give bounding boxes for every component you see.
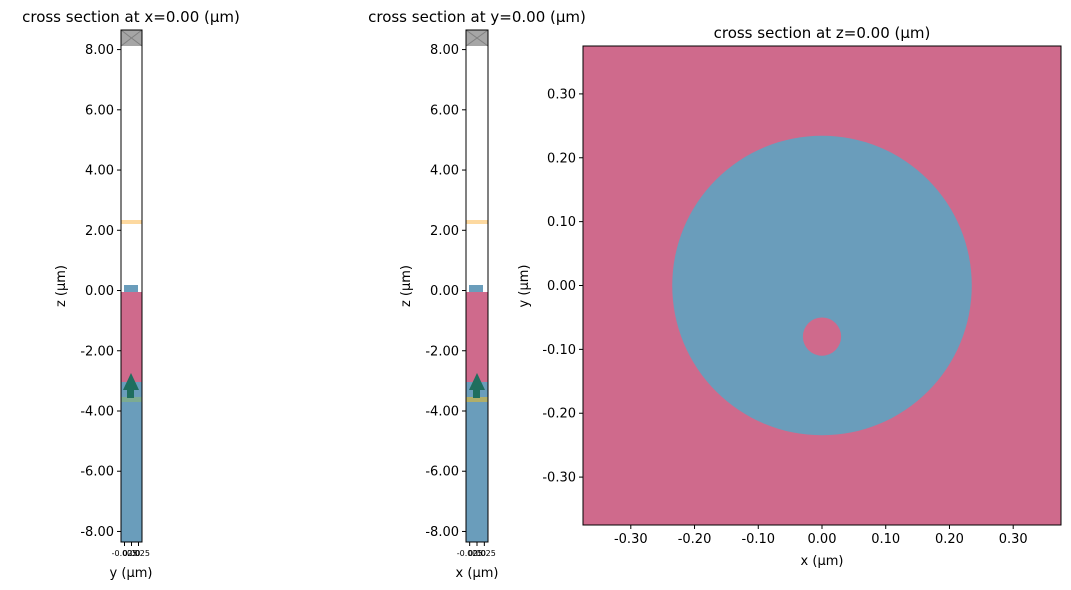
panel2-ytick-label: -6.00 [425,465,459,480]
panel2-yticks: 8.00 6.00 4.00 2.00 0.00 -2.00 -4.00 -6.00 -8.00 [425,43,466,540]
panel1-xlabel: y (μm) [110,566,153,581]
panel-z-cross-section: cross section at z=0.00 (μm) 0.30 0.20 0.1… [517,24,1062,569]
panel1-ytick-label: -8.00 [80,525,114,540]
panel2-substrate [466,382,488,542]
panel3-xtick-label: 0.00 [808,532,837,547]
panel1-cladding [121,292,142,382]
panel3-ytick-label: -0.30 [542,471,576,486]
panel2-pml-cross-b [465,29,489,47]
panel-x-cross-section: cross section at x=0.00 (μm) 8.00 6.00 4.0… [22,8,240,581]
panel3-shapes [672,135,972,436]
panel1-substrate [121,382,142,542]
panel3-ytick-label: 0.10 [547,215,576,230]
panel3-xtick-label: -0.30 [614,532,648,547]
panel1-ytick-label: -2.00 [80,344,114,359]
panel3-xlabel: x (μm) [801,554,844,569]
panel2-plot [465,29,489,543]
panel3-ytick-label: 0.30 [547,87,576,102]
panel2-xtick-label: 0.00 [468,549,486,558]
panel3-ylabel: y (μm) [517,265,532,308]
panel2-ytick-label: -4.00 [425,404,459,419]
panel1-ytick-label: -6.00 [80,465,114,480]
panel2-xtick-label: -0.025 [457,549,483,558]
panel3-ytick-label: 0.00 [547,279,576,294]
panel2-source-plane [466,397,488,402]
panel3-ytick-label: 0.20 [547,151,576,166]
panel3-xtick-label: -0.10 [741,532,775,547]
panel3-core-circle [672,135,972,436]
panel1-xtick-label: 0.00 [123,549,141,558]
panel2-cladding [466,292,488,382]
panel3-hole-circle [802,317,842,356]
panel2-title: cross section at y=0.00 (μm) [368,8,586,26]
panel2-ytick-label: -2.00 [425,344,459,359]
panel1-title: cross section at x=0.00 (μm) [22,8,240,26]
panel3-xticks: -0.30 -0.20 -0.10 0.00 0.10 0.20 0.30 [614,525,1028,547]
panel3-plot [582,45,1062,526]
panel2-xtick-label: 0.025 [473,549,496,558]
panel-y-cross-section: cross section at y=0.00 (μm) 8.00 6.00 4.0… [368,8,586,581]
panel1-ytick-label: 2.00 [85,224,114,239]
panel3-title: cross section at z=0.00 (μm) [714,24,931,42]
panel1-ytick-label: 4.00 [85,164,114,179]
panel3-ytick-label: -0.10 [542,343,576,358]
panel1-xtick-label: 0.025 [127,549,150,558]
panel2-source-arrow [469,373,485,398]
panel3-yticks: 0.30 0.20 0.10 0.00 -0.10 -0.20 -0.30 [542,87,583,486]
panel1-structure [124,285,138,292]
panel3-xtick-label: -0.20 [678,532,712,547]
panel3-xtick-label: 0.20 [935,532,964,547]
panel2-xlabel: x (μm) [456,566,499,581]
panel1-yticks: 8.00 6.00 4.00 2.00 0.00 -2.00 -4.00 -6.00 -8.00 [80,43,121,540]
panel1-ytick-label: -4.00 [80,404,114,419]
panel2-ytick-label: 0.00 [430,284,459,299]
panel1-monitor-line [121,220,142,224]
panel2-ytick-label: 8.00 [430,43,459,58]
panel1-ylabel: z (μm) [54,265,69,307]
panel2-ytick-label: -8.00 [425,525,459,540]
panel1-pml-cross-b [120,29,143,47]
panel2-structure [469,285,483,292]
panel1-ytick-label: 6.00 [85,103,114,118]
panel2-ytick-label: 4.00 [430,164,459,179]
panel3-xtick-label: 0.10 [871,532,900,547]
panel1-ytick-label: 8.00 [85,43,114,58]
panel3-xtick-label: 0.30 [999,532,1028,547]
panel1-source-plane [121,397,142,402]
panel2-monitor-line [466,220,488,224]
panel2-ylabel: z (μm) [399,265,414,307]
panel1-ytick-label: 0.00 [85,284,114,299]
panel2-ytick-label: 6.00 [430,103,459,118]
panel1-xtick-label: -0.025 [112,549,138,558]
panel3-ytick-label: -0.20 [542,407,576,422]
panel1-plot [120,29,143,543]
panel2-ytick-label: 2.00 [430,224,459,239]
panel1-source-arrow [123,373,139,398]
